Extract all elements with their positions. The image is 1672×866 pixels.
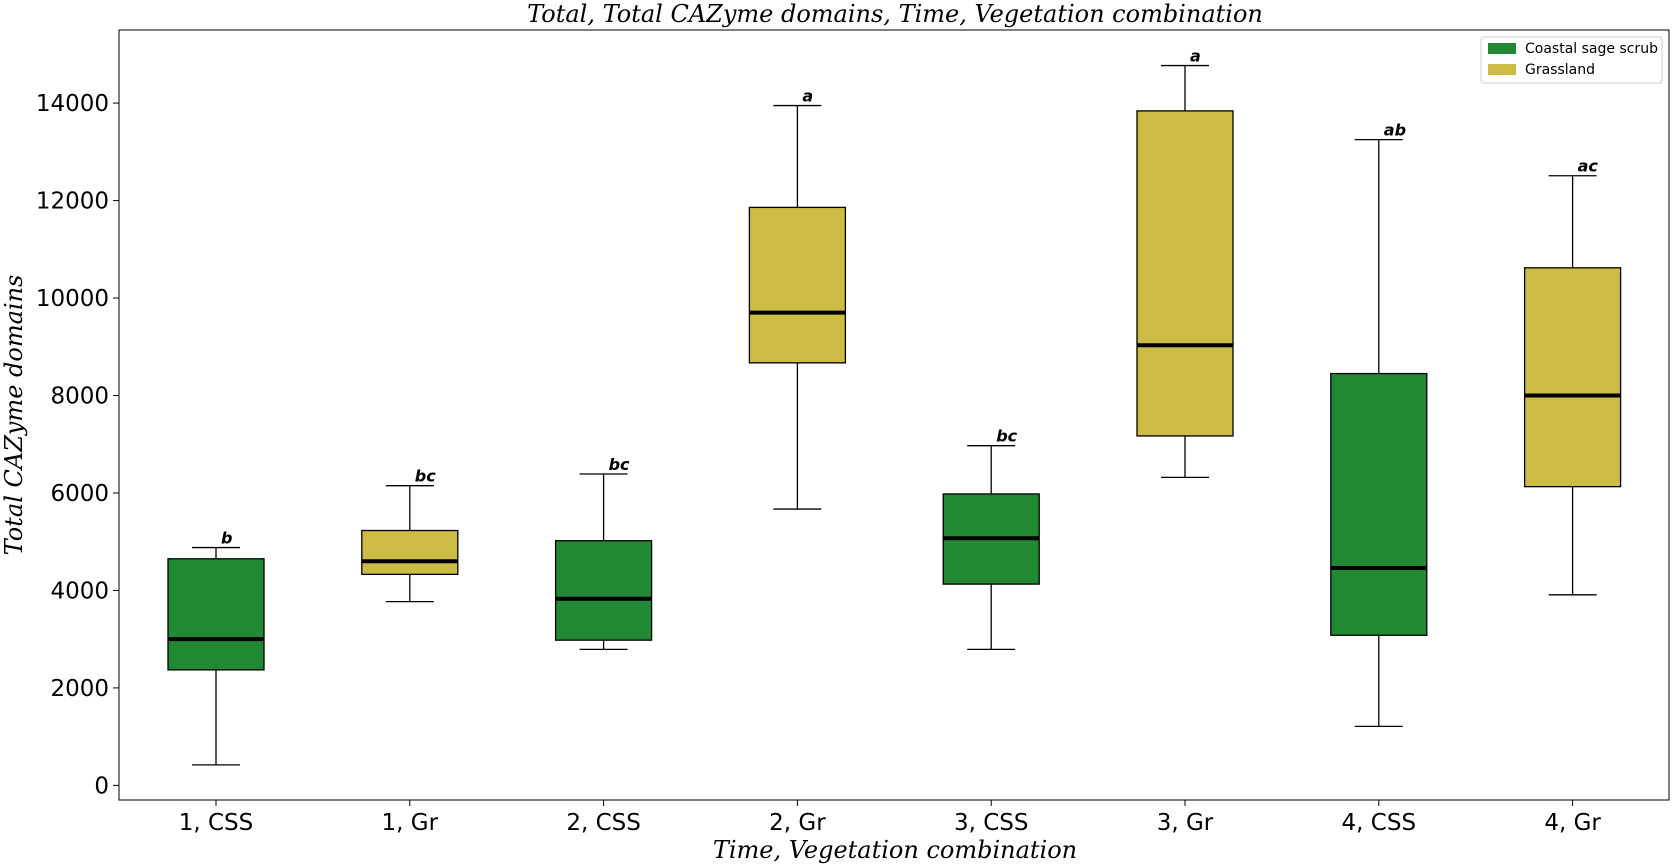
box-group: bc [942, 427, 1040, 651]
chart-title: Total, Total CAZyme domains, Time, Veget… [527, 0, 1263, 28]
x-tick-label: 1, Gr [382, 810, 439, 836]
x-axis-label: Time, Vegetation combination [713, 836, 1077, 864]
y-tick-label: 12000 [36, 189, 109, 215]
legend-box [1480, 36, 1663, 84]
legend: Coastal sage scrub Grassland [1480, 36, 1663, 84]
box-group: b [167, 529, 265, 766]
box-iqr [1523, 267, 1622, 488]
y-tick-label: 4000 [50, 578, 109, 604]
box-group: bc [361, 467, 459, 603]
significance-label: a [802, 87, 813, 106]
legend-label: Coastal sage scrub [1525, 41, 1658, 57]
box-iqr [1136, 110, 1234, 437]
x-axis: 1, CSS 1, Gr 2, CSS 2, Gr 3, CSS 3, Gr 4, CSS 4… [179, 800, 1601, 836]
box-iqr [361, 529, 459, 576]
significance-label: a [1190, 47, 1201, 66]
y-tick-label: 8000 [50, 384, 109, 410]
significance-label: b [221, 529, 232, 548]
legend-swatch [1488, 43, 1516, 54]
y-axis-label: Total CAZyme domains [0, 275, 28, 556]
significance-label: bc [996, 427, 1017, 446]
box-group: ac [1523, 157, 1622, 596]
y-tick-label: 10000 [36, 286, 109, 312]
x-tick-label: 4, Gr [1544, 810, 1601, 836]
y-tick-label: 14000 [36, 91, 109, 117]
x-tick-label: 3, CSS [954, 810, 1029, 836]
x-tick-label: 4, CSS [1342, 810, 1417, 836]
box-group: ab [1330, 121, 1428, 728]
box-iqr [167, 558, 265, 671]
y-axis: 0 2000 4000 6000 8000 10000 12000 14000 [36, 91, 119, 799]
x-tick-label: 1, CSS [179, 810, 254, 836]
box-iqr [554, 540, 653, 641]
box-group: a [1136, 47, 1234, 479]
box-series: b bc bc a bc a ab ac [167, 47, 1622, 766]
significance-label: bc [415, 467, 436, 486]
box-group: bc [554, 455, 653, 651]
significance-label: ab [1384, 121, 1406, 140]
legend-swatch [1488, 64, 1516, 75]
x-tick-label: 2, Gr [769, 810, 826, 836]
x-tick-label: 3, Gr [1157, 810, 1214, 836]
box-iqr [1330, 372, 1428, 636]
x-tick-label: 2, CSS [566, 810, 641, 836]
y-tick-label: 0 [94, 773, 109, 799]
legend-label: Grassland [1525, 62, 1595, 78]
y-tick-label: 2000 [50, 676, 109, 702]
y-tick-label: 6000 [50, 481, 109, 507]
box-group: a [748, 87, 847, 510]
significance-label: ac [1578, 157, 1599, 176]
box-iqr [748, 206, 847, 364]
plot-area-frame [118, 29, 1670, 801]
significance-label: bc [609, 455, 630, 474]
